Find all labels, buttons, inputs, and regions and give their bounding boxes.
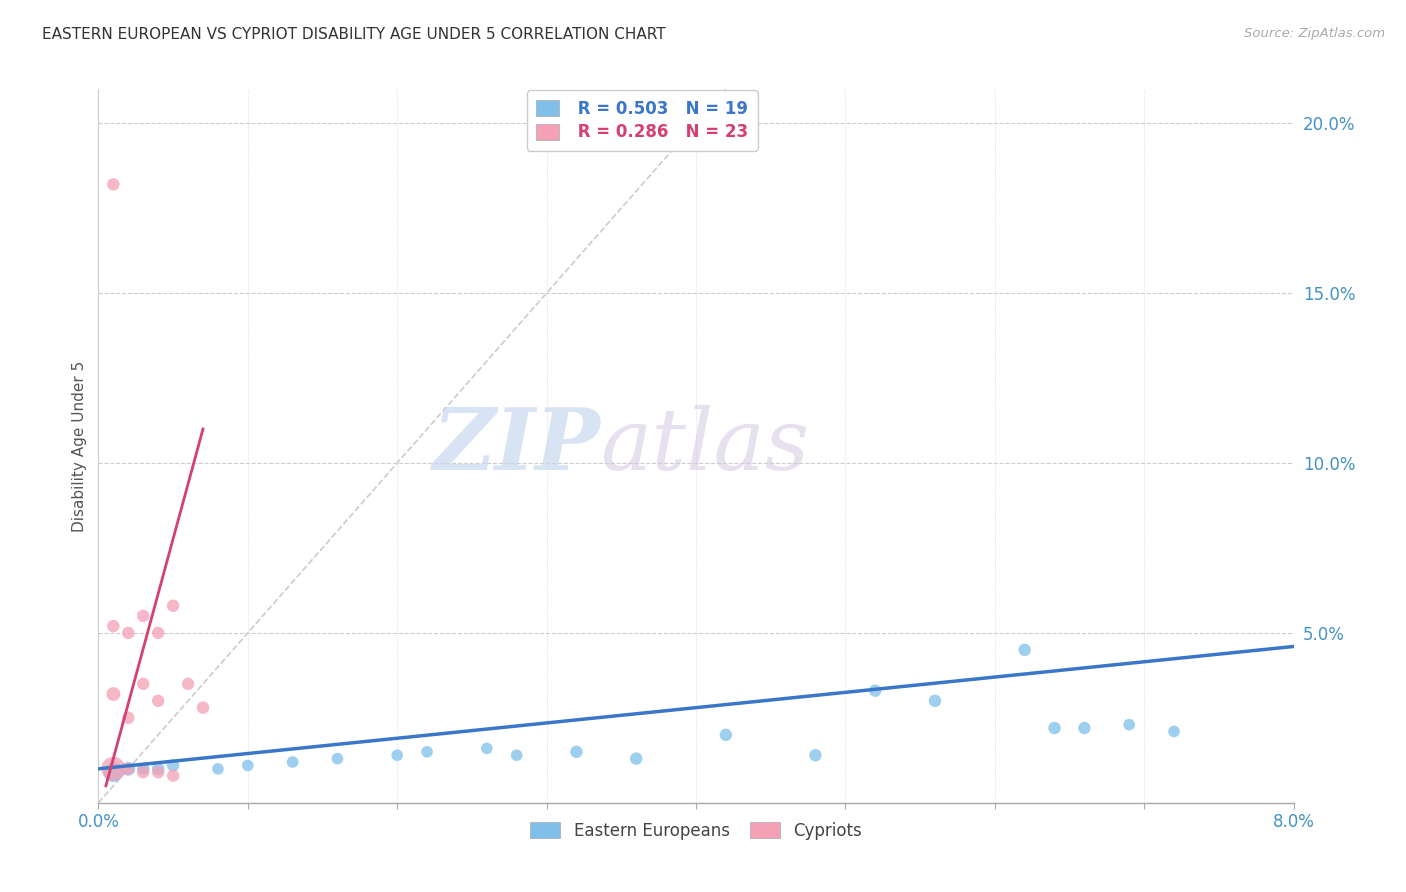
Point [1073, 721, 1095, 735]
Point [281, 755, 304, 769]
Point [1043, 721, 1066, 735]
Point [1163, 724, 1185, 739]
Point [103, 762, 125, 776]
Point [162, 758, 184, 772]
Point [236, 758, 259, 772]
Point [117, 762, 139, 776]
Point [626, 751, 648, 765]
Point [924, 694, 946, 708]
Point [416, 745, 439, 759]
Point [103, 178, 125, 192]
Point [117, 626, 139, 640]
Point [117, 762, 139, 776]
Point [117, 711, 139, 725]
Point [804, 748, 827, 763]
Point [177, 677, 200, 691]
Text: Source: ZipAtlas.com: Source: ZipAtlas.com [1244, 27, 1385, 40]
Point [865, 683, 887, 698]
Point [385, 748, 409, 763]
Point [103, 765, 125, 780]
Point [1118, 717, 1140, 731]
Point [162, 769, 184, 783]
Text: ZIP: ZIP [433, 404, 600, 488]
Point [191, 700, 214, 714]
Point [148, 694, 170, 708]
Point [207, 762, 229, 776]
Text: atlas: atlas [600, 405, 810, 487]
Point [148, 626, 170, 640]
Point [506, 748, 529, 763]
Point [132, 608, 155, 623]
Point [132, 765, 155, 780]
Point [148, 765, 170, 780]
Point [565, 745, 588, 759]
Point [162, 599, 184, 613]
Point [103, 619, 125, 633]
Point [132, 762, 155, 776]
Point [148, 762, 170, 776]
Legend: Eastern Europeans, Cypriots: Eastern Europeans, Cypriots [522, 814, 870, 848]
Text: EASTERN EUROPEAN VS CYPRIOT DISABILITY AGE UNDER 5 CORRELATION CHART: EASTERN EUROPEAN VS CYPRIOT DISABILITY A… [42, 27, 666, 42]
Point [103, 687, 125, 701]
Y-axis label: Disability Age Under 5: Disability Age Under 5 [72, 360, 87, 532]
Point [132, 677, 155, 691]
Point [714, 728, 737, 742]
Point [326, 751, 349, 765]
Point [1014, 643, 1036, 657]
Point [475, 741, 498, 756]
